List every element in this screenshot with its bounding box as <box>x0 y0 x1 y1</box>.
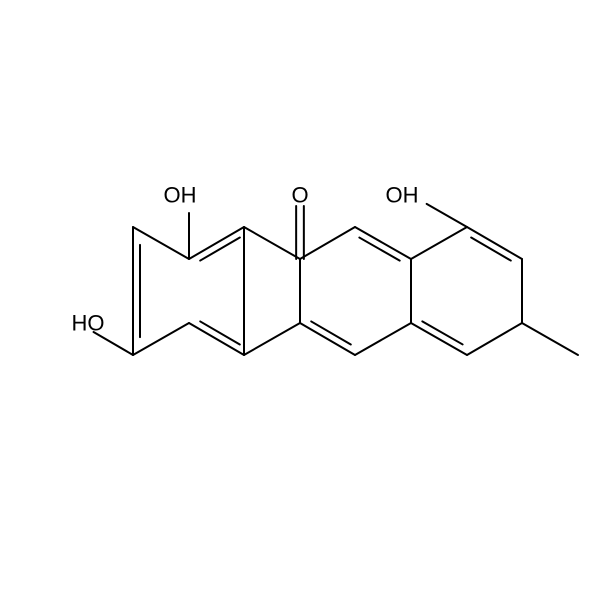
atom-label-O17: OH <box>164 183 197 208</box>
bond-single <box>427 204 467 227</box>
bond-single <box>467 227 522 259</box>
bond-single <box>355 323 411 355</box>
bond-single <box>133 227 189 259</box>
bond-single <box>133 323 189 355</box>
bond-single <box>411 323 467 355</box>
bond-single <box>467 323 522 355</box>
bond-single <box>300 323 355 355</box>
atom-label-O11: O <box>291 183 308 208</box>
atom-label-O16: OH <box>386 183 419 208</box>
molecule-diagram: O OH OH HO <box>0 0 600 600</box>
bond-single <box>244 227 300 259</box>
bond-single <box>355 227 411 259</box>
bond-single <box>300 227 355 259</box>
atom-label-O20: HO <box>72 311 105 336</box>
bond-single <box>522 323 578 355</box>
bond-single <box>244 323 300 355</box>
bond-single <box>189 323 244 355</box>
bond-single <box>411 227 467 259</box>
bond-single <box>189 227 244 259</box>
